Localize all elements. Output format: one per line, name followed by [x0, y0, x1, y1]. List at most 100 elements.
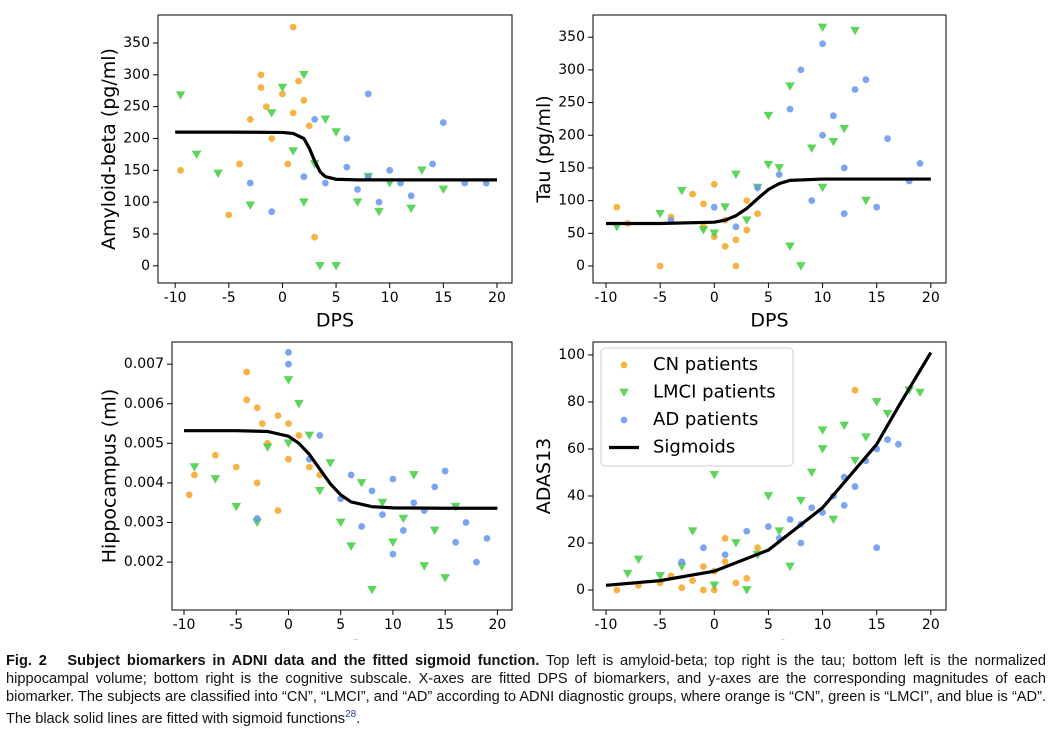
marker — [754, 544, 761, 552]
axes-frame — [157, 14, 513, 284]
y-tick-label: 300 — [123, 67, 150, 83]
marker — [884, 436, 891, 443]
x-tick-label: -5 — [653, 290, 667, 306]
marker — [191, 150, 202, 159]
marker — [884, 135, 891, 142]
marker — [850, 26, 860, 36]
marker — [300, 96, 308, 104]
caption-text: Top left is amyloid-beta; top right is t… — [6, 653, 1046, 727]
caption-label: Fig. 2 — [6, 653, 47, 669]
marker — [283, 439, 294, 448]
marker — [709, 470, 720, 480]
marker — [851, 386, 859, 394]
sigmoid-line — [175, 130, 497, 182]
sigmoid-line — [184, 429, 498, 510]
y-tick-label: 250 — [558, 95, 585, 111]
x-tick-label: 0 — [278, 290, 287, 306]
marker — [364, 90, 372, 98]
marker — [743, 527, 751, 535]
marker — [700, 544, 707, 552]
marker — [655, 209, 665, 219]
marker — [676, 562, 687, 572]
marker — [386, 166, 394, 174]
marker — [678, 584, 686, 592]
marker — [225, 211, 233, 219]
marker — [331, 261, 341, 271]
marker — [633, 555, 644, 565]
x-tick-label: 5 — [764, 290, 773, 306]
marker — [305, 463, 313, 471]
marker — [377, 498, 388, 508]
marker — [806, 468, 817, 478]
marker — [440, 574, 450, 583]
marker — [873, 203, 881, 211]
marker — [721, 551, 729, 559]
marker — [294, 399, 304, 409]
y-tick-label: 0.003 — [124, 515, 164, 531]
marker — [839, 421, 850, 431]
y-tick-label: 100 — [123, 194, 150, 210]
marker — [279, 90, 286, 98]
x-tick-label: 0 — [710, 617, 719, 633]
marker — [379, 511, 386, 518]
marker — [710, 586, 718, 594]
marker — [828, 137, 839, 147]
x-tick-label: 5 — [332, 290, 341, 306]
marker — [806, 144, 817, 153]
marker — [882, 409, 893, 419]
marker — [304, 431, 315, 440]
y-tick-label: 150 — [123, 162, 150, 178]
x-tick-label: 0 — [284, 617, 293, 633]
marker — [274, 507, 282, 515]
marker — [741, 216, 752, 225]
marker — [676, 186, 687, 196]
marker — [245, 201, 256, 210]
marker — [839, 124, 850, 134]
y-tick-label: 60 — [567, 441, 585, 457]
caption: Fig. 2 Subject biomarkers in ADNI data a… — [6, 652, 1046, 728]
marker — [375, 198, 383, 206]
marker — [819, 131, 826, 139]
marker — [786, 516, 794, 523]
marker — [274, 412, 282, 420]
marker — [315, 487, 325, 496]
y-tick-label: 50 — [567, 225, 585, 241]
axes-frame — [171, 341, 513, 611]
marker — [871, 398, 882, 407]
y-axis-label: Tau (pg/ml) — [533, 95, 555, 203]
marker — [305, 122, 313, 130]
marker — [700, 586, 707, 594]
marker — [316, 432, 324, 439]
marker — [343, 163, 351, 171]
marker — [331, 128, 341, 137]
marker — [257, 84, 265, 91]
marker — [785, 242, 795, 251]
x-tick-label: -5 — [229, 617, 243, 633]
caption-ref[interactable]: 28 — [345, 709, 357, 720]
legend-marker — [620, 416, 628, 424]
x-tick-label: 15 — [434, 290, 452, 306]
marker — [431, 483, 439, 491]
marker — [700, 563, 707, 570]
marker — [232, 463, 240, 471]
marker — [268, 208, 276, 216]
marker — [253, 404, 261, 412]
marker — [262, 103, 270, 111]
marker — [299, 198, 309, 207]
marker — [285, 348, 292, 356]
marker — [861, 196, 871, 206]
marker — [796, 496, 806, 506]
marker — [315, 261, 325, 271]
x-tick-label: 10 — [814, 617, 832, 633]
marker — [253, 515, 261, 522]
marker — [763, 160, 774, 170]
marker — [406, 204, 416, 214]
marker — [462, 519, 470, 526]
y-tick-label: 0.006 — [124, 396, 164, 412]
marker — [655, 572, 665, 581]
legend-frame — [600, 347, 794, 467]
marker — [243, 368, 251, 376]
marker — [850, 456, 860, 466]
sigmoid-line — [605, 351, 933, 587]
marker — [916, 159, 924, 167]
